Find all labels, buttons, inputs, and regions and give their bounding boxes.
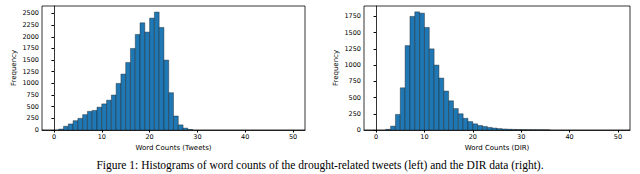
- svg-text:10: 10: [98, 133, 106, 141]
- svg-text:1250: 1250: [22, 68, 39, 76]
- svg-text:0: 0: [35, 126, 39, 134]
- svg-text:40: 40: [241, 133, 249, 141]
- svg-text:750: 750: [27, 91, 39, 99]
- svg-text:750: 750: [349, 77, 361, 85]
- svg-text:1750: 1750: [22, 44, 39, 52]
- svg-text:0: 0: [357, 126, 361, 134]
- svg-text:Word Counts (Tweets): Word Counts (Tweets): [135, 144, 211, 152]
- svg-text:50: 50: [614, 133, 622, 141]
- svg-text:2250: 2250: [22, 21, 39, 29]
- svg-text:1250: 1250: [344, 45, 361, 53]
- svg-text:10: 10: [420, 133, 428, 141]
- svg-text:30: 30: [517, 133, 525, 141]
- svg-text:2500: 2500: [22, 9, 39, 17]
- html-text:Figure 1: Histograms of word c: Figure 1: Histograms of word counts of t…: [96, 159, 544, 171]
- svg-text:Frequency: Frequency: [332, 50, 340, 86]
- svg-text:1500: 1500: [344, 29, 361, 37]
- svg-text:1000: 1000: [22, 79, 39, 87]
- svg-text:Word Counts (DIR): Word Counts (DIR): [465, 144, 530, 152]
- svg-text:1000: 1000: [344, 61, 361, 69]
- svg-text:30: 30: [193, 133, 201, 141]
- svg-text:250: 250: [27, 114, 39, 122]
- svg-text:500: 500: [27, 103, 39, 111]
- svg-text:1750: 1750: [344, 12, 361, 20]
- svg-text:250: 250: [349, 110, 361, 118]
- svg-text:500: 500: [349, 94, 361, 102]
- svg-text:2000: 2000: [22, 33, 39, 41]
- svg-text:20: 20: [469, 133, 477, 141]
- svg-text:1500: 1500: [22, 56, 39, 64]
- svg-text:0: 0: [52, 133, 56, 141]
- svg-text:0: 0: [374, 133, 378, 141]
- svg-text:20: 20: [145, 133, 153, 141]
- svg-text:40: 40: [565, 133, 573, 141]
- svg-text:Frequency: Frequency: [10, 50, 18, 86]
- svg-text:50: 50: [289, 133, 297, 141]
